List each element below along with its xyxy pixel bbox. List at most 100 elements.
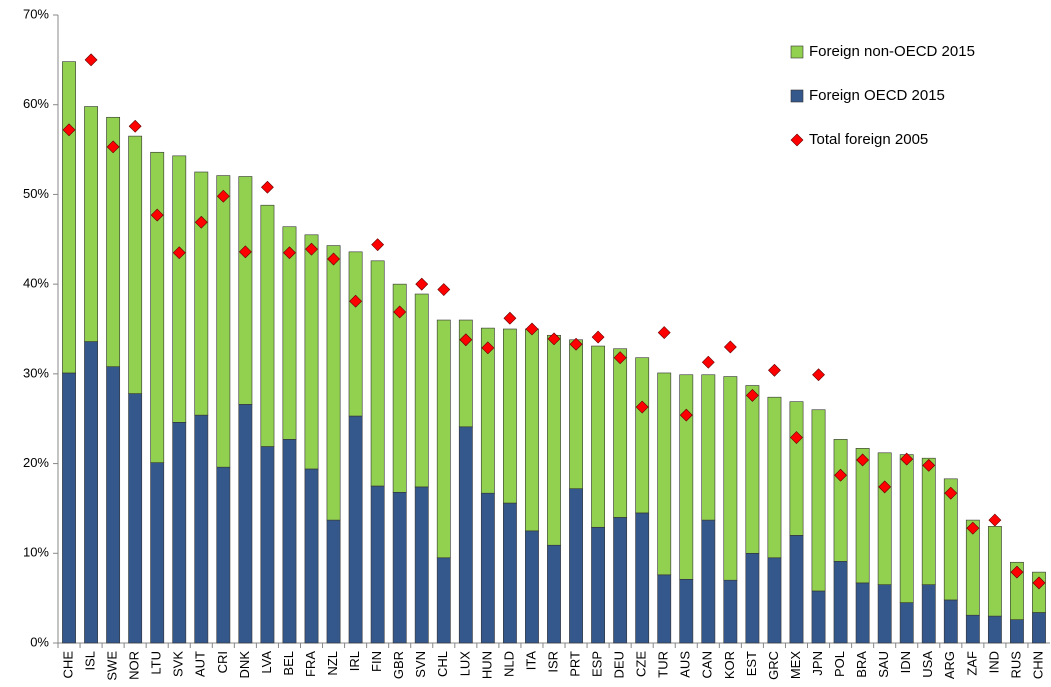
bar: [723, 579, 738, 644]
bar: [613, 517, 628, 644]
bar: [106, 366, 121, 644]
marker: [922, 458, 936, 472]
x-tick-label: DNK: [237, 651, 252, 679]
bar: [194, 414, 209, 644]
bar: [150, 151, 165, 463]
x-tick-label: IDN: [898, 651, 913, 673]
bar: [392, 491, 407, 644]
x-tick-label: AUT: [193, 651, 208, 677]
x-tick-label: LVA: [259, 651, 274, 674]
bar: [943, 478, 958, 601]
bar: [62, 61, 76, 374]
bar: [326, 519, 341, 644]
bar: [304, 234, 319, 470]
bar: [128, 135, 143, 394]
bar: [921, 584, 936, 644]
marker: [283, 246, 296, 260]
bar: [172, 155, 187, 423]
bar: [987, 615, 1002, 644]
x-tick-label: IND: [986, 651, 1001, 673]
bar: [525, 530, 539, 644]
bar: [436, 557, 451, 644]
bar: [855, 582, 870, 644]
bar: [701, 374, 716, 521]
marker: [834, 468, 848, 482]
bar: [348, 251, 363, 417]
bar: [150, 462, 165, 644]
bar: [635, 512, 650, 644]
bar: [767, 396, 782, 559]
marker: [128, 119, 142, 133]
bar: [657, 574, 672, 644]
x-tick-label: EST: [744, 651, 759, 676]
marker: [437, 283, 451, 296]
marker: [569, 337, 583, 351]
x-tick-label: GRC: [766, 651, 781, 680]
x-tick-label: LUX: [457, 651, 472, 677]
marker: [349, 294, 363, 308]
marker: [216, 189, 230, 203]
marker: [966, 521, 980, 535]
bar: [877, 452, 892, 585]
bar: [591, 345, 606, 528]
legend-label: Total foreign 2005: [809, 131, 928, 148]
bar: [502, 328, 517, 504]
y-tick-label: 70%: [23, 6, 49, 21]
marker: [657, 326, 671, 340]
bar: [326, 245, 341, 521]
bar: [172, 422, 187, 644]
bar: [260, 446, 275, 644]
bar: [106, 116, 121, 367]
x-tick-label: CRI: [215, 651, 230, 673]
bar: [547, 334, 561, 546]
legend-label: Foreign OECD 2015: [809, 87, 945, 104]
x-tick-label: CAN: [700, 651, 715, 678]
bar: [899, 454, 914, 603]
marker: [878, 480, 892, 494]
marker: [327, 252, 340, 266]
y-tick-label: 20%: [23, 455, 49, 470]
bar: [745, 552, 760, 644]
bar: [458, 319, 473, 428]
y-tick-label: 40%: [23, 276, 49, 291]
marker: [635, 400, 649, 414]
marker: [790, 431, 803, 444]
bar: [1010, 561, 1024, 620]
x-tick-label: NOR: [127, 651, 142, 680]
bar: [525, 328, 539, 532]
marker: [613, 351, 627, 365]
x-tick-label: CHE: [60, 651, 75, 679]
x-tick-label: ARG: [942, 651, 957, 679]
bar: [414, 293, 429, 488]
bar: [943, 599, 958, 644]
bar: [282, 226, 297, 440]
marker: [900, 452, 914, 466]
bar: [216, 466, 231, 644]
bar: [635, 357, 650, 514]
marker: [415, 277, 429, 291]
y-tick-label: 0%: [30, 634, 49, 649]
bar: [238, 176, 253, 405]
x-tick-label: SVK: [171, 651, 186, 677]
marker: [1010, 565, 1024, 579]
bar: [436, 319, 451, 559]
x-tick-label: FIN: [369, 651, 384, 672]
bar: [370, 485, 385, 644]
marker: [944, 486, 958, 500]
marker: [172, 246, 186, 260]
x-tick-label: SVN: [413, 651, 428, 678]
x-tick-label: CHL: [435, 651, 450, 677]
y-tick-label: 50%: [23, 186, 49, 201]
bar: [855, 448, 870, 584]
x-tick-label: MEX: [788, 651, 803, 680]
marker: [371, 238, 385, 252]
bar: [480, 327, 495, 494]
x-tick-label: NLD: [501, 651, 516, 677]
marker: [260, 180, 274, 194]
bar: [304, 468, 319, 644]
marker: [459, 333, 473, 347]
y-tick-label: 60%: [23, 96, 49, 111]
bar: [679, 374, 694, 580]
legend-swatch: [790, 89, 804, 103]
